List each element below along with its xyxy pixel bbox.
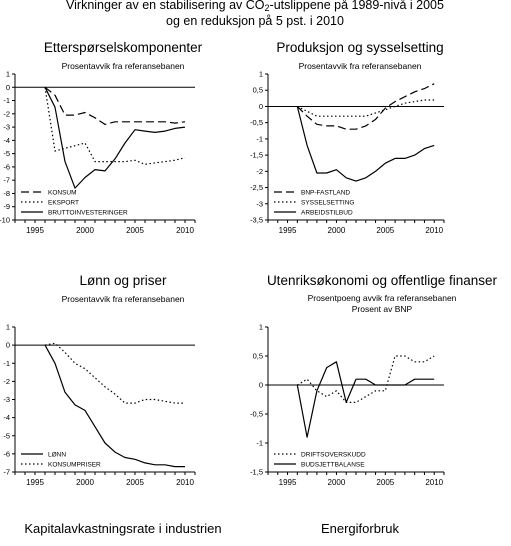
y-tick-label: 1: [6, 323, 10, 332]
series-line-konsumpriser: [44, 342, 185, 404]
bottom-title-right: Energiforbruk: [321, 521, 400, 536]
y-tick-label: 0,5: [253, 352, 263, 361]
panel-title: Produksjon og sysselsetting: [276, 40, 443, 55]
y-tick-label: -9: [3, 202, 10, 211]
series-line-konsum: [44, 86, 186, 126]
legend-label: LØNN: [48, 452, 66, 459]
y-tick-label: -3: [3, 123, 10, 132]
y-tick-label: 0: [6, 83, 10, 92]
series-line-driftsoverskudd: [296, 355, 435, 403]
y-tick-label: -1: [256, 439, 263, 448]
panel-subtitle: Prosentpoeng avvik fra referansebanen: [308, 293, 457, 303]
panel-lonn-og-priser: Lønn og priser Prosentavvik fra referanse…: [3, 273, 196, 487]
legend-label: KONSUM: [48, 190, 77, 197]
y-tick-label: -1: [3, 96, 10, 105]
y-tick-label: -1,5: [250, 151, 263, 160]
y-tick-label: -10: [0, 216, 10, 225]
panel-utenriksokonomi: Utenriksøkonomi og offentlige finanser Pr…: [250, 273, 497, 487]
legend-label: SYSSELSETTING: [301, 200, 354, 207]
panel-etterspørselskomponenter: Etterspørselskomponenter Prosentavvik fra…: [0, 40, 203, 235]
legend-label: ARBEIDSTILBUD: [301, 210, 353, 217]
y-tick-label: -6: [3, 449, 10, 458]
legend-label: BNP-FASTLAND: [301, 190, 350, 197]
legend-label: BUDSJETTBALANSE: [301, 462, 365, 469]
y-tick-label: -3: [3, 395, 10, 404]
x-tick-label: 2010: [176, 478, 194, 487]
x-tick-label: 1995: [279, 226, 297, 235]
x-tick-label: 2010: [176, 226, 194, 235]
legend-label: EKSPORT: [48, 200, 79, 207]
panel-produksjon-og-sysselsetting: Produksjon og sysselsetting Prosentavvik …: [250, 40, 445, 235]
y-tick-label: -3: [256, 199, 263, 208]
y-tick-label: -2: [3, 377, 10, 386]
panel-title: Etterspørselskomponenter: [44, 40, 203, 55]
y-tick-label: 0: [259, 102, 263, 111]
legend-label: BRUTTOINVESTERINGER: [48, 210, 128, 217]
series-line-arbeidstilbud: [296, 106, 435, 182]
x-tick-label: 2000: [328, 478, 346, 487]
series-line-bnp-fastland: [296, 83, 435, 130]
y-tick-label: -7: [3, 468, 10, 477]
x-tick-label: 2005: [376, 478, 394, 487]
series-line-eksport: [44, 87, 186, 165]
series-line-budsjettbalanse: [296, 361, 435, 438]
panel-subtitle: Prosentavvik fra referansebanen: [62, 294, 185, 304]
y-tick-label: -4: [3, 413, 10, 422]
y-tick-label: -1,5: [250, 468, 263, 477]
y-tick-label: -7: [3, 176, 10, 185]
y-tick-label: -1: [256, 134, 263, 143]
panel-title: Lønn og priser: [79, 273, 167, 288]
y-tick-label: -1: [3, 359, 10, 368]
y-tick-label: 0: [6, 341, 10, 350]
y-tick-label: -4: [3, 136, 10, 145]
x-tick-label: 2005: [126, 478, 144, 487]
y-tick-label: -8: [3, 189, 10, 198]
x-tick-label: 2005: [126, 226, 144, 235]
y-tick-label: -5: [3, 149, 10, 158]
x-tick-label: 2000: [328, 226, 346, 235]
y-tick-label: -5: [3, 431, 10, 440]
y-tick-label: 1: [259, 70, 263, 79]
main-title-line1: Virkninger av en stabilisering av CO2-ut…: [66, 0, 444, 13]
y-tick-label: -3,5: [250, 216, 263, 225]
x-tick-label: 2000: [76, 226, 94, 235]
y-tick-label: -6: [3, 162, 10, 171]
x-tick-label: 2000: [76, 478, 94, 487]
x-tick-label: 2010: [425, 226, 443, 235]
y-tick-label: -2: [256, 167, 263, 176]
x-tick-label: 1995: [26, 478, 44, 487]
panel-subtitle: Prosentavvik fra referansebanen: [299, 61, 422, 71]
x-tick-label: 2005: [376, 226, 394, 235]
series-line-sysselsetting: [297, 99, 435, 117]
y-tick-label: -0,5: [250, 410, 263, 419]
legend-label: DRIFTSOVERSKUDD: [301, 452, 366, 459]
y-tick-label: -2: [3, 109, 10, 118]
y-tick-label: 1: [259, 323, 263, 332]
x-tick-label: 1995: [26, 226, 44, 235]
panel-subtitle: Prosentavvik fra referansebanen: [62, 61, 185, 71]
x-tick-label: 2010: [425, 478, 443, 487]
panel-subtitle-2: Prosent av BNP: [352, 304, 413, 314]
y-tick-label: 0: [259, 381, 263, 390]
bottom-title-left: Kapitalavkastningsrate i industrien: [24, 521, 221, 536]
series-line-l-nn: [44, 344, 185, 468]
y-tick-label: 1: [6, 70, 10, 79]
y-tick-label: -0,5: [250, 118, 263, 127]
legend-label: KONSUMPRISER: [48, 462, 101, 469]
panel-title: Utenriksøkonomi og offentlige finanser: [267, 273, 498, 288]
y-tick-label: -2,5: [250, 183, 263, 192]
main-title-line2: og en reduksjon på 5 pst. i 2010: [166, 14, 344, 28]
x-tick-label: 1995: [279, 478, 297, 487]
series-line-bruttoinvesteringer: [44, 87, 186, 189]
y-tick-label: 0,5: [253, 86, 263, 95]
